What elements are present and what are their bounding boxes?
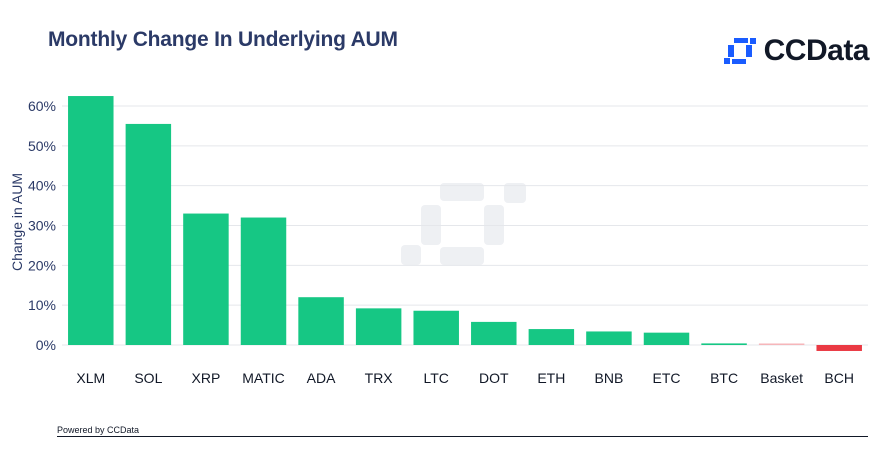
x-tick-label: ETC [653,370,681,386]
x-tick-label: BNB [595,370,624,386]
y-tick-label: 40% [28,178,56,194]
bar-ltc [413,310,459,345]
ccdata-logo-icon [723,38,756,64]
bar-bnb [586,331,632,345]
y-tick-label: 0% [36,337,56,353]
bar-sol [125,123,172,345]
bar-basket [758,343,805,345]
brand-name: CCData [763,34,870,67]
y-axis-label: Change in AUM [9,173,25,271]
watermark-logo [401,183,526,265]
x-tick-label: DOT [479,370,509,386]
y-tick-label: 30% [28,218,56,234]
x-tick-label: ADA [307,370,336,386]
bar-dot [471,321,517,345]
y-tick-label: 10% [28,297,56,313]
bar-xlm [68,96,114,346]
bar-matic [240,217,287,345]
brand: CCData [723,34,870,68]
y-tick-label: 50% [28,138,56,154]
bar-ada [298,297,344,345]
bar-eth [528,329,575,345]
bar-trx [355,308,402,345]
x-tick-label: SOL [134,370,162,386]
bar-xrp [183,213,229,345]
x-tick-label: MATIC [242,370,285,386]
bar-bch [816,345,862,351]
x-tick-label: XRP [192,370,221,386]
footer-divider [57,436,868,437]
x-tick-label: BCH [824,370,854,386]
x-tick-label: LTC [424,370,449,386]
x-tick-label: BTC [710,370,738,386]
y-tick-label: 60% [28,98,56,114]
x-tick-label: ETH [537,370,565,386]
bar-etc [643,332,690,345]
chart-title: Monthly Change In Underlying AUM [48,28,398,51]
x-tick-label: XLM [76,370,105,386]
bar-btc [701,343,747,345]
y-tick-label: 20% [28,257,56,273]
x-tick-label: TRX [365,370,394,386]
x-tick-label: Basket [760,370,803,386]
footer-credit: Powered by CCData [57,425,140,435]
